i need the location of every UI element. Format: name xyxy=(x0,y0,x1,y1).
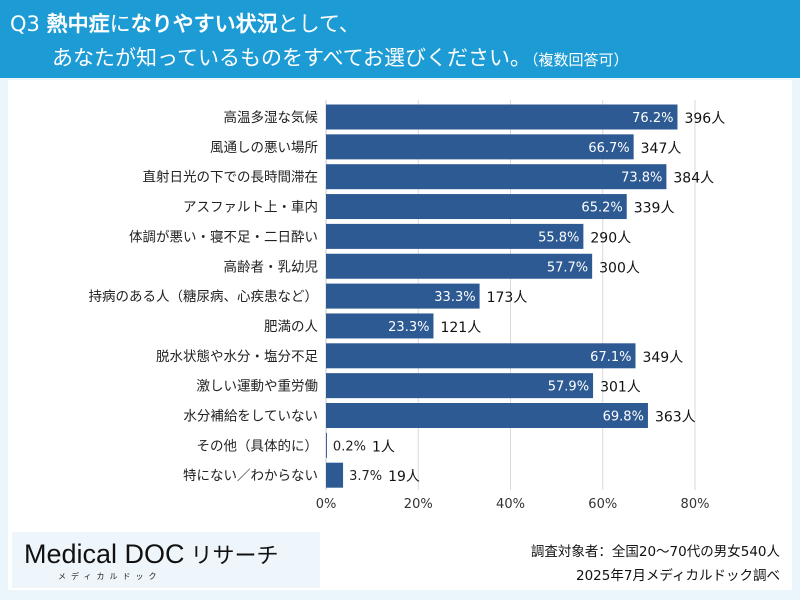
percent-label: 0.2% xyxy=(333,439,366,454)
count-label: 19人 xyxy=(388,469,420,485)
bar xyxy=(326,462,344,488)
category-label: 水分補給をしていない xyxy=(183,409,318,425)
count-label: 347人 xyxy=(641,141,682,157)
title-text: として、 xyxy=(277,12,360,36)
category-label: 持病のある人（糖尿病、心疾患など） xyxy=(89,289,319,305)
logo-kana: メディカルドック xyxy=(58,572,162,581)
percent-label: 65.2% xyxy=(581,201,622,216)
percent-label: 57.9% xyxy=(548,380,589,395)
percent-label: 55.8% xyxy=(538,230,579,245)
count-label: 173人 xyxy=(487,290,528,306)
count-label: 384人 xyxy=(673,171,714,187)
bar xyxy=(326,283,480,309)
count-label: 339人 xyxy=(634,201,675,217)
bar xyxy=(326,253,593,279)
question-number: Q3 xyxy=(10,12,40,36)
bar xyxy=(326,194,627,220)
question-header: Q3 熱中症になりやすい状況として、 あなたが知っているものをすべてお選びくださ… xyxy=(0,0,800,78)
count-label: 349人 xyxy=(642,350,683,366)
bar xyxy=(326,343,636,369)
category-label: アスファルト上・車内 xyxy=(183,200,318,216)
category-label: 特にない／わからない xyxy=(183,468,318,484)
percent-label: 67.1% xyxy=(590,350,631,365)
count-label: 1人 xyxy=(372,439,395,455)
survey-info: 調査対象者：全国20〜70代の男女540人 2025年7月メディカルドック調べ xyxy=(531,540,780,588)
category-label: 高齢者・乳幼児 xyxy=(224,258,319,275)
logo-suffix: リサーチ xyxy=(190,543,279,568)
percent-label: 76.2% xyxy=(632,111,673,126)
category-label: 風通しの悪い場所 xyxy=(210,140,318,156)
bar xyxy=(326,432,327,458)
category-label: 肥満の人 xyxy=(264,319,318,335)
bar xyxy=(326,403,648,428)
title-text: に xyxy=(109,12,131,36)
percent-label: 33.3% xyxy=(434,290,475,305)
category-label: その他（具体的に） xyxy=(197,438,319,454)
bar xyxy=(326,134,634,160)
subtitle-text: あなたが知っているものをすべてお選びください。 xyxy=(52,46,532,70)
x-tick-label: 60% xyxy=(588,497,617,512)
logo-text: Medical DOC リサーチ xyxy=(24,538,279,570)
x-tick-label: 80% xyxy=(681,497,710,512)
percent-label: 66.7% xyxy=(588,141,629,156)
logo-brand: Medical DOC xyxy=(24,539,185,569)
percent-label: 23.3% xyxy=(388,320,429,335)
title-bold: なりやすい状況 xyxy=(130,12,278,36)
percent-label: 69.8% xyxy=(603,410,644,425)
count-label: 301人 xyxy=(600,380,641,396)
bar xyxy=(326,223,584,249)
x-tick-label: 20% xyxy=(404,497,433,512)
percent-label: 73.8% xyxy=(621,171,662,186)
category-label: 高温多湿な気候 xyxy=(224,109,319,126)
survey-date: 2025年7月メディカルドック調べ xyxy=(575,568,780,584)
bar xyxy=(326,164,667,190)
bar xyxy=(326,313,434,339)
question-subtitle: あなたが知っているものをすべてお選びください。（複数回答可） xyxy=(52,42,629,72)
bar xyxy=(326,104,678,130)
logo: Medical DOC リサーチ メディカルドック xyxy=(12,532,320,588)
category-label: 直射日光の下での長時間滞在 xyxy=(143,170,319,186)
count-label: 121人 xyxy=(440,320,481,336)
title-bold: 熱中症 xyxy=(46,12,110,36)
category-label: 体調が悪い・寝不足・二日酔い xyxy=(129,228,318,245)
survey-subject: 調査対象者：全国20〜70代の男女540人 xyxy=(530,544,780,560)
x-tick-label: 0% xyxy=(316,497,337,512)
category-label: 脱水状態や水分・塩分不足 xyxy=(156,349,318,365)
percent-label: 3.7% xyxy=(349,469,382,484)
multiple-answer-note: （複数回答可） xyxy=(531,51,629,69)
percent-label: 57.7% xyxy=(547,260,588,275)
count-label: 363人 xyxy=(655,410,696,426)
count-label: 396人 xyxy=(684,111,725,127)
category-label: 激しい運動や重労働 xyxy=(197,379,319,395)
bar xyxy=(326,373,594,399)
x-tick-label: 40% xyxy=(496,497,525,512)
count-label: 290人 xyxy=(590,230,631,246)
count-label: 300人 xyxy=(599,260,640,276)
question-title: Q3 熱中症になりやすい状況として、 xyxy=(10,8,360,38)
